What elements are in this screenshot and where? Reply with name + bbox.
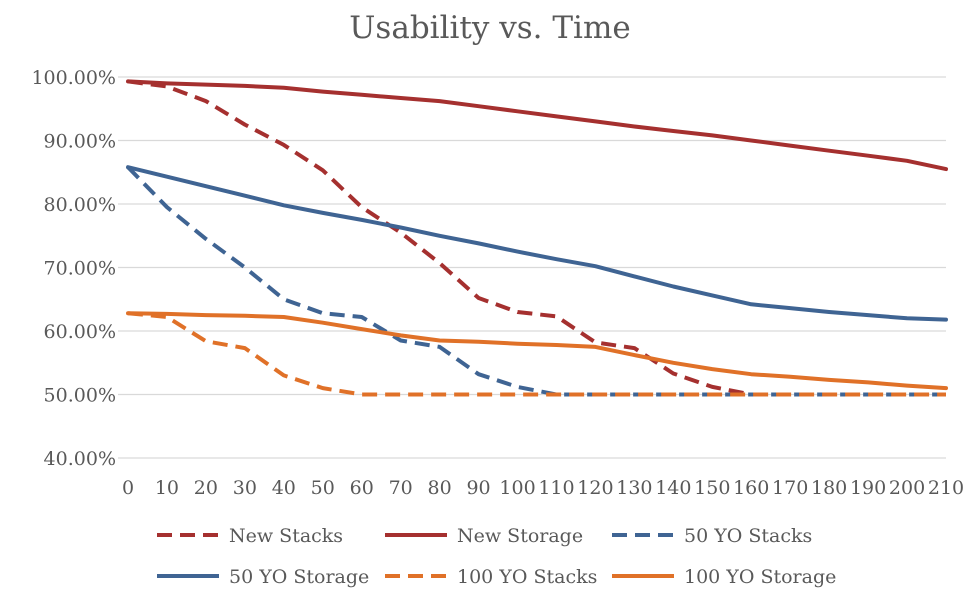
y-tick-label: 80.00% bbox=[44, 194, 116, 216]
x-tick-label: 180 bbox=[811, 477, 847, 499]
series-line-new-storage bbox=[126, 79, 948, 172]
y-tick-label: 70.00% bbox=[44, 258, 116, 280]
y-tick-label: 90.00% bbox=[44, 131, 116, 153]
legend-label: 50 YO Stacks bbox=[684, 525, 812, 547]
legend-label: New Storage bbox=[457, 525, 583, 547]
series-lines bbox=[126, 79, 948, 397]
series-line-100-yo-storage bbox=[126, 311, 948, 391]
legend-item-new-stacks: New Stacks bbox=[157, 525, 343, 547]
legend-label: 50 YO Storage bbox=[229, 566, 369, 588]
x-tick-label: 120 bbox=[577, 477, 613, 499]
x-tick-label: 50 bbox=[311, 477, 335, 499]
legend-label: 100 YO Stacks bbox=[457, 566, 597, 588]
series-line-50-yo-stacks bbox=[126, 165, 946, 397]
x-tick-label: 90 bbox=[466, 477, 490, 499]
x-axis-tick-labels: 0 10 20 30 40 50 60 70 80 90 100 110 120 130 140 150 160… bbox=[122, 477, 964, 499]
x-tick-label: 30 bbox=[233, 477, 257, 499]
x-tick-label: 80 bbox=[428, 477, 452, 499]
x-tick-label: 40 bbox=[272, 477, 296, 499]
x-tick-label: 100 bbox=[499, 477, 535, 499]
x-tick-label: 130 bbox=[616, 477, 652, 499]
x-tick-label: 20 bbox=[194, 477, 218, 499]
y-tick-label: 40.00% bbox=[44, 448, 116, 470]
legend-item-new-storage: New Storage bbox=[385, 525, 583, 547]
series-line-50-yo-storage bbox=[126, 165, 948, 322]
x-tick-label: 60 bbox=[350, 477, 374, 499]
x-tick-label: 70 bbox=[389, 477, 413, 499]
x-tick-label: 200 bbox=[889, 477, 925, 499]
x-tick-label: 160 bbox=[733, 477, 769, 499]
legend: New Stacks New Storage 50 YO Stacks 50 YO S… bbox=[157, 525, 836, 588]
x-tick-label: 10 bbox=[155, 477, 179, 499]
x-tick-label: 150 bbox=[694, 477, 730, 499]
x-tick-label: 0 bbox=[122, 477, 134, 499]
x-tick-label: 190 bbox=[850, 477, 886, 499]
legend-label: 100 YO Storage bbox=[684, 566, 836, 588]
legend-item-100-yo-storage: 100 YO Storage bbox=[612, 566, 836, 588]
legend-label: New Stacks bbox=[229, 525, 343, 547]
legend-item-100-yo-stacks: 100 YO Stacks bbox=[385, 566, 597, 588]
series-line-new-stacks bbox=[127, 79, 946, 397]
chart-title: Usability vs. Time bbox=[349, 10, 630, 46]
series-line-100-yo-stacks bbox=[127, 311, 946, 397]
grid-lines bbox=[118, 76, 946, 459]
y-tick-label: 50.00% bbox=[44, 385, 116, 407]
legend-item-50-yo-stacks: 50 YO Stacks bbox=[612, 525, 812, 547]
y-tick-label: 100.00% bbox=[31, 67, 116, 89]
x-tick-label: 170 bbox=[772, 477, 808, 499]
y-tick-label: 60.00% bbox=[44, 321, 116, 343]
legend-item-50-yo-storage: 50 YO Storage bbox=[157, 566, 369, 588]
x-tick-label: 210 bbox=[928, 477, 964, 499]
y-axis-tick-labels: 40.00% 50.00% 60.00% 70.00% 80.00% 90.00% 100.… bbox=[31, 67, 116, 470]
x-tick-label: 140 bbox=[655, 477, 691, 499]
x-tick-label: 110 bbox=[538, 477, 574, 499]
